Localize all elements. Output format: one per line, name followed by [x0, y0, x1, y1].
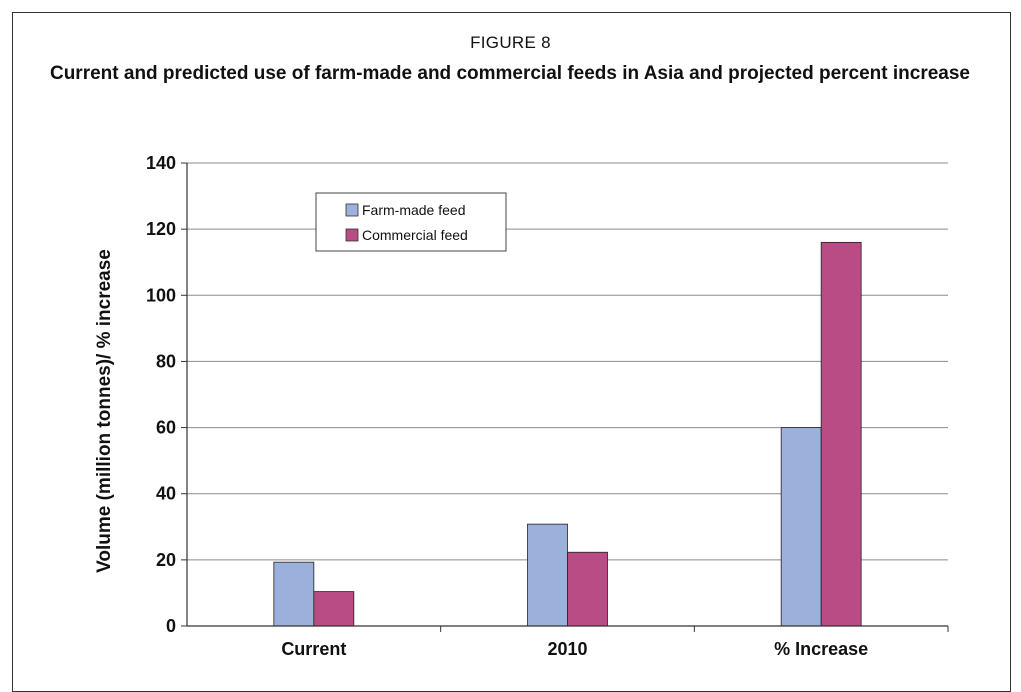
bars — [273, 241, 862, 627]
y-axis-label: Volume (million tonnes)/ % increase — [94, 249, 115, 573]
legend-swatch-commercial — [345, 228, 359, 242]
legend-label-commercial: Commercial feed — [362, 227, 468, 243]
y-tick-label: 60 — [156, 418, 176, 438]
y-tick-label: 140 — [146, 153, 176, 173]
axes — [186, 163, 949, 632]
bar-farm-made-2 — [780, 427, 822, 627]
legend: Farm-made feed Commercial feed — [315, 192, 507, 252]
bar-commercial-2 — [820, 241, 862, 627]
y-tick-label: 120 — [146, 219, 176, 239]
y-tick-label: 0 — [166, 616, 176, 636]
bar-commercial-1 — [567, 551, 608, 627]
x-category-label: % Increase — [774, 639, 868, 659]
figure-title: Current and predicted use of farm-made a… — [49, 63, 970, 84]
legend-swatch-farm-made — [345, 203, 359, 217]
x-category-label: Current — [281, 639, 346, 659]
x-category-labels: Current 2010 % Increase — [281, 639, 868, 659]
bar-commercial-0 — [313, 591, 355, 627]
bar-chart: 0 20 40 60 80 100 120 140 Current 2010 % Increase… — [94, 153, 949, 659]
x-category-label: 2010 — [547, 639, 587, 659]
bar-farm-made-0 — [273, 561, 315, 627]
y-tick-label: 20 — [156, 550, 176, 570]
figure-label: FIGURE 8 — [470, 33, 551, 52]
y-tick-label: 100 — [146, 285, 176, 305]
y-tick-label: 40 — [156, 484, 176, 504]
legend-label-farm-made: Farm-made feed — [362, 202, 465, 218]
bar-farm-made-1 — [527, 523, 568, 627]
y-tick-label: 80 — [156, 351, 176, 371]
y-tick-labels: 0 20 40 60 80 100 120 140 — [146, 153, 187, 636]
